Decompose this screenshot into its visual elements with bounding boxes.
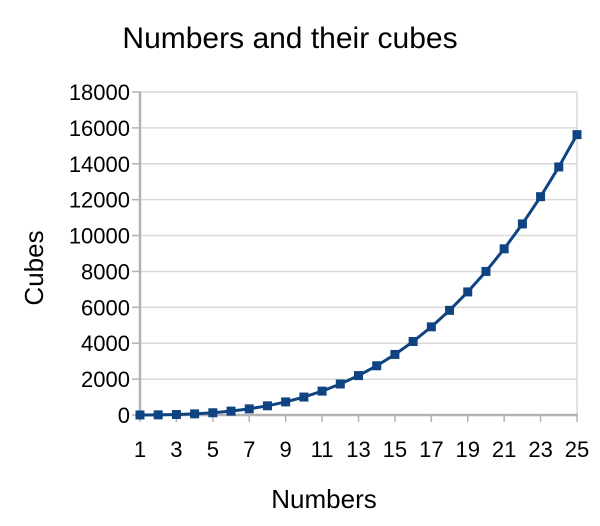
data-point-marker <box>499 244 509 254</box>
y-tick-label: 10000 <box>69 224 130 249</box>
x-tick-label: 21 <box>492 437 516 462</box>
data-point-marker <box>317 386 327 396</box>
data-point-marker <box>572 130 582 140</box>
data-point-marker <box>463 287 473 297</box>
x-tick-label: 7 <box>243 437 255 462</box>
y-tick-label: 2000 <box>81 367 130 392</box>
data-point-marker <box>445 305 455 315</box>
x-axis-title: Numbers <box>271 484 376 514</box>
x-tick-label: 23 <box>528 437 552 462</box>
y-tick-label: 8000 <box>81 259 130 284</box>
data-point-marker <box>354 371 363 381</box>
x-tick-label: 17 <box>419 437 443 462</box>
x-tick-label: 19 <box>456 437 480 462</box>
data-point-marker <box>481 266 491 276</box>
y-tick-label: 16000 <box>69 116 130 141</box>
plot-area: 0 2000 4000 6000 8000 10000 12000 14000 16000 180… <box>69 80 589 462</box>
y-tick-label: 4000 <box>81 331 130 356</box>
y-tick-label: 0 <box>118 403 130 428</box>
data-point-marker <box>408 336 418 346</box>
y-tick-label: 12000 <box>69 188 130 213</box>
data-point-marker <box>299 392 309 402</box>
data-point-marker <box>171 410 181 420</box>
data-point-marker <box>244 404 254 414</box>
data-point-marker <box>372 361 382 371</box>
x-tick-label: 5 <box>207 437 219 462</box>
y-tick-label: 18000 <box>69 80 130 105</box>
data-point-marker <box>281 397 291 407</box>
x-tick-label: 1 <box>134 437 146 462</box>
x-tick-label: 25 <box>565 437 589 462</box>
data-point-marker <box>536 192 546 202</box>
y-tick-label: 14000 <box>69 152 130 177</box>
data-point-marker <box>262 401 272 411</box>
x-tick-label: 3 <box>170 437 182 462</box>
x-tick-label: 13 <box>346 437 370 462</box>
data-point-marker <box>426 322 436 332</box>
data-point-marker <box>190 409 200 419</box>
data-point-marker <box>135 410 145 420</box>
data-point-marker <box>153 410 163 420</box>
x-tick-label: 11 <box>311 437 334 462</box>
data-point-marker <box>517 219 527 229</box>
data-point-marker <box>208 408 218 418</box>
chart-title: Numbers and their cubes <box>122 22 457 55</box>
x-tick-label: 15 <box>383 437 407 462</box>
data-point-marker <box>226 406 236 416</box>
data-point-marker <box>554 162 564 172</box>
x-tick-label: 9 <box>280 437 292 462</box>
data-point-marker <box>335 379 345 389</box>
y-axis-title: Cubes <box>19 230 49 305</box>
y-tick-label: 6000 <box>81 295 130 320</box>
data-point-marker <box>390 349 400 359</box>
